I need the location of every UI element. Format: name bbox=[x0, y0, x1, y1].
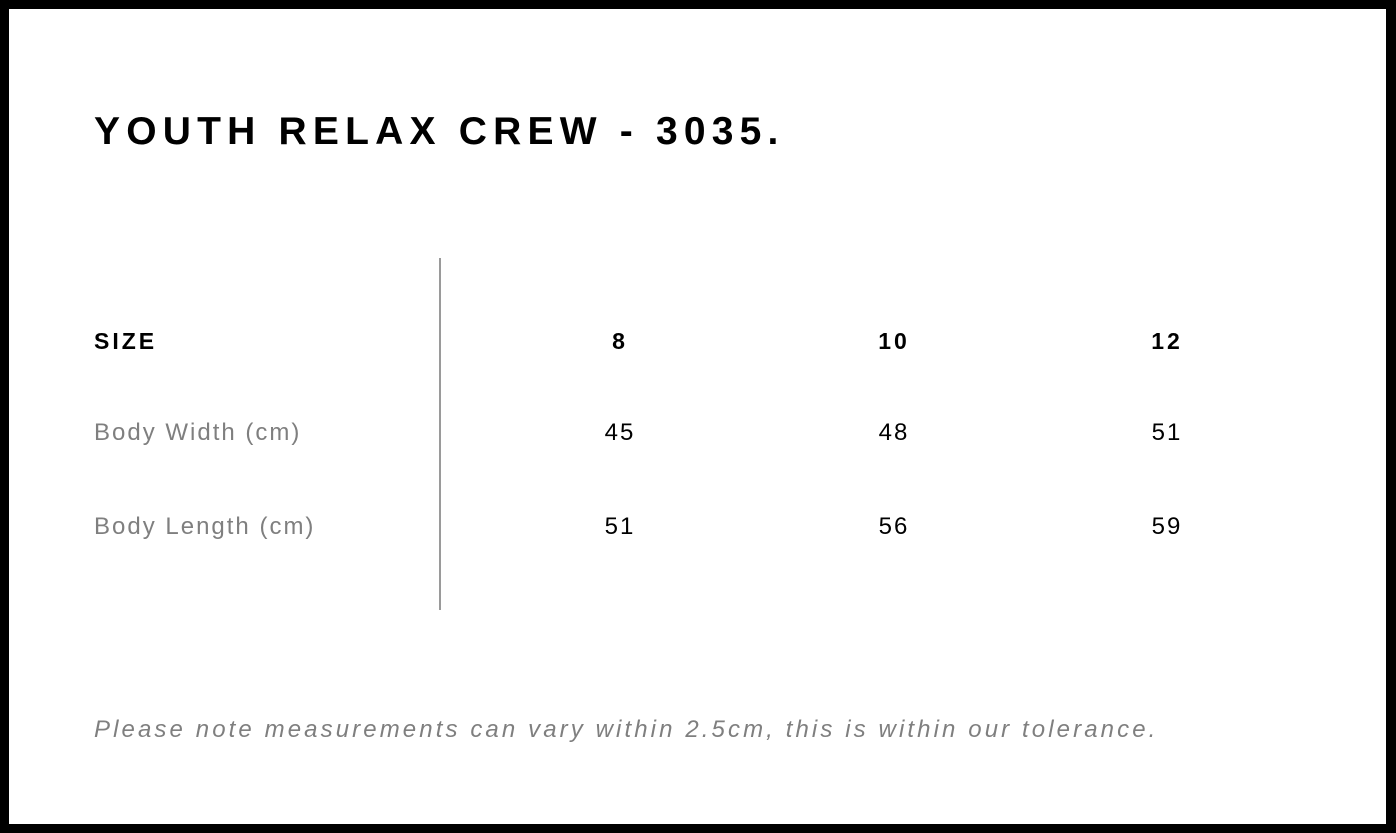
size-header-cell: 12 bbox=[1151, 328, 1183, 354]
table-cell: 45 bbox=[604, 419, 636, 446]
table-header-row: SIZE 8 10 12 bbox=[9, 326, 1386, 356]
size-header-cell: 8 bbox=[612, 328, 628, 354]
page-title: YOUTH RELAX CREW - 3035. bbox=[94, 110, 785, 153]
tolerance-note: Please note measurements can vary within… bbox=[94, 716, 1159, 743]
table-cell: 51 bbox=[1151, 419, 1183, 446]
table-row: Body Width (cm) 45 48 51 bbox=[9, 418, 1386, 448]
row-label: Body Length (cm) bbox=[94, 513, 316, 540]
row-label: Body Width (cm) bbox=[94, 419, 302, 446]
table-cell: 48 bbox=[878, 419, 910, 446]
table-row: Body Length (cm) 51 56 59 bbox=[9, 512, 1386, 542]
table-cell: 59 bbox=[1151, 513, 1183, 540]
size-header-label: SIZE bbox=[94, 328, 158, 354]
table-cell: 56 bbox=[878, 513, 910, 540]
size-chart-card: YOUTH RELAX CREW - 3035. SIZE 8 10 12 Bo… bbox=[9, 9, 1386, 824]
size-header-cell: 10 bbox=[878, 328, 910, 354]
column-divider bbox=[439, 258, 441, 610]
table-cell: 51 bbox=[604, 513, 636, 540]
